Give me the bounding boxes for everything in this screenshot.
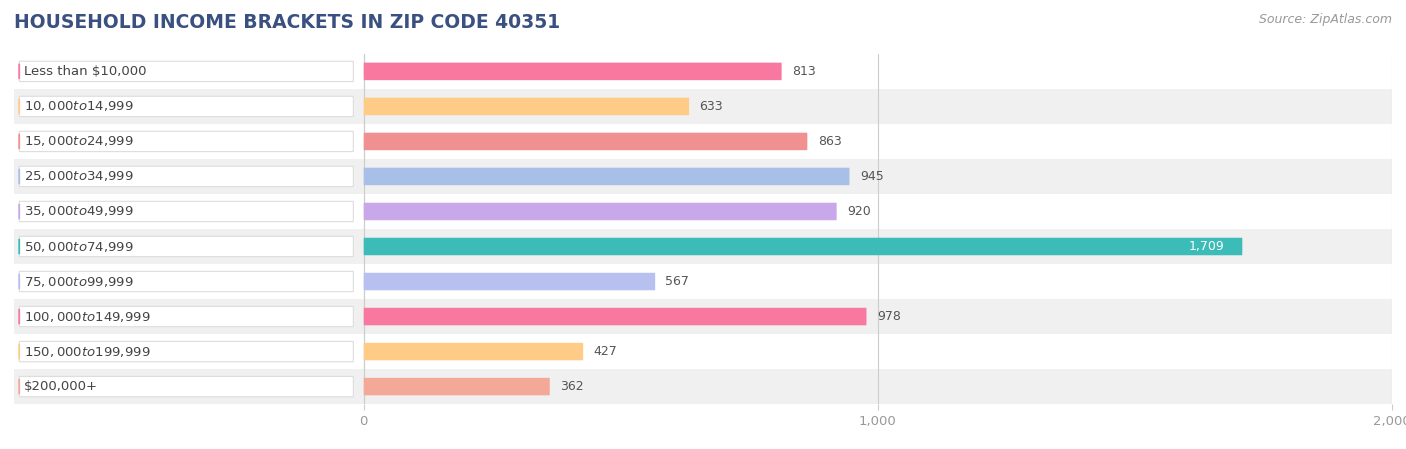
Text: $100,000 to $149,999: $100,000 to $149,999 [24,309,150,324]
Bar [14,369,1392,404]
Text: 813: 813 [792,65,815,78]
Text: $15,000 to $24,999: $15,000 to $24,999 [24,134,134,149]
Text: Less than $10,000: Less than $10,000 [24,65,146,78]
Bar [14,194,1392,229]
Bar [14,334,1392,369]
FancyBboxPatch shape [364,97,689,115]
FancyBboxPatch shape [364,308,866,325]
FancyBboxPatch shape [364,133,807,150]
FancyBboxPatch shape [20,376,353,397]
Bar [14,89,1392,124]
Text: 1,709: 1,709 [1188,240,1225,253]
FancyBboxPatch shape [20,306,353,327]
Text: 362: 362 [560,380,583,393]
FancyBboxPatch shape [20,131,353,152]
FancyBboxPatch shape [364,273,655,290]
Text: $25,000 to $34,999: $25,000 to $34,999 [24,169,134,184]
Text: 978: 978 [877,310,901,323]
FancyBboxPatch shape [20,271,353,292]
Text: $75,000 to $99,999: $75,000 to $99,999 [24,274,134,289]
FancyBboxPatch shape [20,61,353,82]
Text: Source: ZipAtlas.com: Source: ZipAtlas.com [1258,13,1392,26]
Text: 427: 427 [593,345,617,358]
Text: 945: 945 [860,170,883,183]
FancyBboxPatch shape [20,201,353,222]
Bar [14,159,1392,194]
Text: 863: 863 [818,135,841,148]
FancyBboxPatch shape [364,238,1243,255]
Text: 633: 633 [699,100,723,113]
Bar [14,124,1392,159]
FancyBboxPatch shape [364,167,849,185]
Text: $50,000 to $74,999: $50,000 to $74,999 [24,239,134,254]
Text: HOUSEHOLD INCOME BRACKETS IN ZIP CODE 40351: HOUSEHOLD INCOME BRACKETS IN ZIP CODE 40… [14,13,560,32]
Text: $10,000 to $14,999: $10,000 to $14,999 [24,99,134,114]
FancyBboxPatch shape [20,341,353,362]
Bar [14,54,1392,89]
Text: $35,000 to $49,999: $35,000 to $49,999 [24,204,134,219]
Text: $150,000 to $199,999: $150,000 to $199,999 [24,344,150,359]
Bar [14,264,1392,299]
FancyBboxPatch shape [364,203,837,220]
Bar [14,299,1392,334]
FancyBboxPatch shape [364,378,550,396]
Bar [14,229,1392,264]
FancyBboxPatch shape [20,166,353,187]
FancyBboxPatch shape [364,343,583,360]
FancyBboxPatch shape [20,236,353,257]
Text: $200,000+: $200,000+ [24,380,97,393]
Text: 920: 920 [846,205,870,218]
FancyBboxPatch shape [364,62,782,80]
Text: 567: 567 [665,275,689,288]
FancyBboxPatch shape [20,96,353,117]
